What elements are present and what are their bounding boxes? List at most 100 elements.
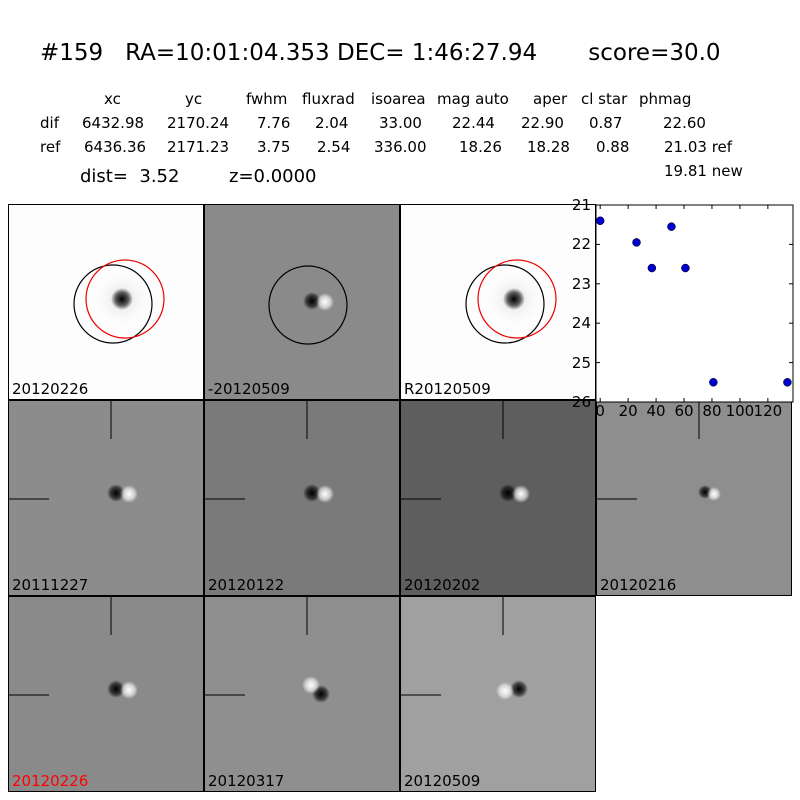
dif-cl-star: 0.87 (589, 114, 623, 132)
ref-fwhm: 3.75 (257, 138, 291, 156)
stamp-image (401, 401, 530, 503)
aperture-circle-black (268, 265, 348, 345)
dipole-dark (499, 484, 517, 502)
dipole-dark (107, 680, 125, 698)
dipole-dark (107, 484, 125, 502)
stamp-date-label: 20120216 (600, 576, 677, 594)
col-header-fwhm: fwhm (246, 90, 288, 108)
z-value: z=0.0000 (229, 166, 317, 187)
col-header-cl-star: cl star (581, 90, 628, 108)
stamp-image (9, 597, 138, 699)
ref-xc: 6436.36 (84, 138, 147, 156)
stamp-1: -20120509 (204, 204, 400, 400)
dipole-dark (303, 484, 321, 502)
col-header-xc: xc (104, 90, 121, 108)
star-core (111, 288, 133, 310)
dipole-bright (302, 676, 320, 694)
x-tick-label: 100 (725, 402, 755, 420)
data-point (632, 238, 641, 247)
dif-yc: 2170.24 (167, 114, 230, 132)
ref-cl-star: 0.88 (596, 138, 630, 156)
stamp-date-label: 20120226 (12, 380, 89, 398)
dipole-bright (512, 485, 530, 503)
stamp-image (205, 401, 334, 503)
plot-frame (596, 204, 794, 403)
y-tick-label: 23 (571, 274, 591, 293)
stamp-date-label: 20111227 (12, 576, 89, 594)
stamp-date-label: 20120317 (208, 772, 285, 790)
dif-mag-auto: 22.44 (452, 114, 495, 132)
col-header-yc: yc (185, 90, 203, 108)
dipole-dark (510, 680, 528, 698)
stamp-image (9, 401, 138, 503)
data-point (667, 222, 676, 231)
aperture-circle-black (465, 264, 545, 344)
row-label-ref: ref (40, 138, 61, 156)
x-tick-label: 40 (646, 402, 666, 420)
stamp-image (597, 401, 721, 501)
y-tick-label: 24 (571, 314, 591, 333)
x-tick-label: 120 (753, 402, 783, 420)
data-point (596, 216, 605, 226)
dipole-bright (120, 681, 138, 699)
ref-aper: 18.28 (527, 138, 570, 156)
dipole-dark (303, 292, 321, 310)
col-header-fluxrad: fluxrad (302, 90, 355, 108)
data-point (647, 263, 657, 273)
stamp-image (401, 597, 528, 700)
dif-fluxrad: 2.04 (315, 114, 349, 132)
stamp-image (465, 259, 557, 344)
stamp-date-label: R20120509 (404, 380, 491, 398)
row-label-dif: dif (40, 114, 59, 132)
data-point (681, 263, 690, 273)
ref-phmag: 21.03 ref (664, 138, 733, 156)
ref-mag-auto: 18.26 (459, 138, 502, 156)
col-header-isoarea: isoarea (371, 90, 426, 108)
star-core (503, 288, 525, 310)
data-point (783, 378, 792, 387)
stamp-date-label: 20120226 (12, 772, 89, 790)
ref-isoarea: 336.00 (374, 138, 427, 156)
y-tick-label: 22 (571, 235, 591, 254)
dif-aper: 22.90 (521, 114, 564, 132)
dist-value: dist= 3.52 (80, 166, 180, 187)
aperture-circle-red (85, 259, 165, 339)
new-phmag: 19.81 new (664, 162, 743, 180)
aperture-circle-red (477, 259, 557, 339)
stamp-image (268, 265, 348, 345)
stamp-0: 20120226 (8, 204, 204, 400)
page-title: #159 RA=10:01:04.353 DEC= 1:46:27.94 sco… (40, 40, 721, 66)
stamp-7: 20120226 (8, 596, 204, 792)
x-tick-label: 0 (595, 402, 605, 420)
stamp-image (73, 259, 165, 344)
stamp-date-label: 20120122 (208, 576, 285, 594)
aperture-circle-black (73, 264, 153, 344)
x-tick-label: 80 (702, 402, 722, 420)
col-header-mag-auto: mag auto (437, 90, 509, 108)
dif-phmag: 22.60 (663, 114, 706, 132)
stamp-image (205, 597, 330, 703)
col-header-aper: aper (533, 90, 568, 108)
lightcurve-plot (596, 204, 794, 403)
dif-fwhm: 7.76 (257, 114, 291, 132)
stamp-date-label: -20120509 (208, 380, 290, 398)
stamp-6: 20120216 (596, 400, 792, 596)
y-tick-label: 21 (571, 196, 591, 214)
dipole-bright (496, 682, 514, 700)
dif-isoarea: 33.00 (379, 114, 422, 132)
dipole-bright (316, 293, 334, 311)
dipole-bright (120, 485, 138, 503)
y-tick-label: 26 (571, 393, 591, 411)
stamp-9: 20120509 (400, 596, 596, 792)
stamp-4: 20120122 (204, 400, 400, 596)
dif-xc: 6432.98 (82, 114, 145, 132)
data-point (709, 378, 718, 387)
stamp-3: 20111227 (8, 400, 204, 596)
dipole-bright (316, 485, 334, 503)
y-tick-label: 25 (571, 353, 591, 372)
dipole-bright (707, 487, 721, 501)
stamp-date-label: 20120509 (404, 772, 481, 790)
stamp-date-label: 20120202 (404, 576, 481, 594)
stamp-5: 20120202 (400, 400, 596, 596)
stamp-8: 20120317 (204, 596, 400, 792)
